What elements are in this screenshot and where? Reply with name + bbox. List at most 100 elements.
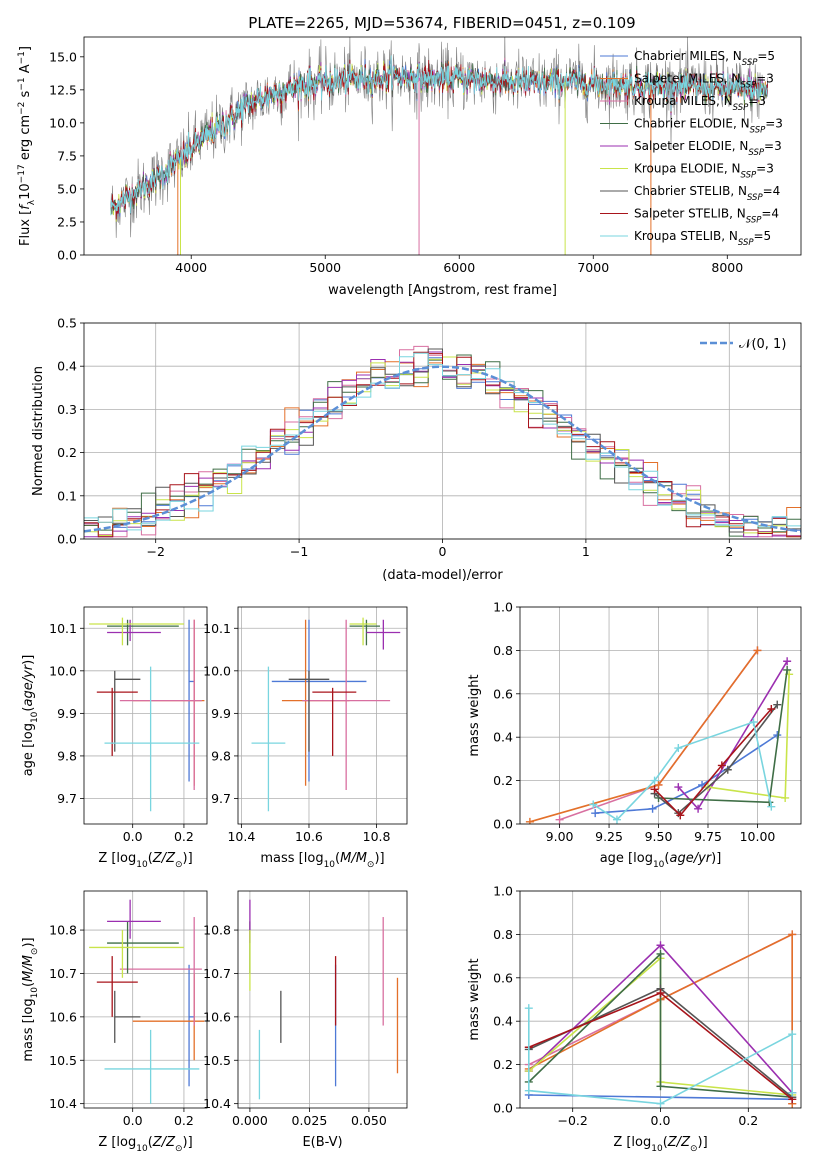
y-tick-label: 2.5 xyxy=(57,214,77,229)
y-tick-label: 9.9 xyxy=(57,706,77,721)
legend-label-normal: 𝒩(0, 1) xyxy=(739,337,786,352)
y-axis-label: Normed distribution xyxy=(31,366,46,496)
y-axis-label-part: A xyxy=(18,64,33,77)
y-tick-label: 10.1 xyxy=(203,621,231,636)
y-tick-label: 10.6 xyxy=(49,1009,77,1024)
x-tick-label: 10.00 xyxy=(740,829,776,844)
y-tick-label: 0.2 xyxy=(57,445,77,460)
y-tick-label: 1.0 xyxy=(493,884,513,899)
weight-marker-salpeter_stelib xyxy=(656,988,665,997)
y-axis-label-part: −1 xyxy=(17,51,27,64)
weight-marker-salpeter_miles xyxy=(654,780,663,789)
x-axis-label-part: ( xyxy=(148,851,153,866)
weight-marker-salpeter_stelib xyxy=(676,811,685,820)
legend-sub: SSP xyxy=(750,126,766,136)
x-tick-label: 6000 xyxy=(443,260,475,275)
y-tick-label: 0.0 xyxy=(57,248,77,263)
y-tick-label: 10.7 xyxy=(203,966,231,981)
x-axis-label: Z [log10(Z/Z⊙)] xyxy=(98,1135,192,1154)
x-axis-label-part: 10 xyxy=(136,1144,148,1154)
x-axis-label: (data-model)/error xyxy=(382,568,503,583)
x-axis-label-part: Z/Z xyxy=(667,1135,691,1150)
x-tick-label: 10.8 xyxy=(363,829,391,844)
weight-marker-kroupa_stelib xyxy=(749,718,758,727)
x-axis-label-part: ( xyxy=(664,851,669,866)
y-tick-label: 7.5 xyxy=(57,148,77,163)
legend-sub: SSP xyxy=(733,103,749,113)
y-axis-label-part: ] xyxy=(18,46,33,51)
mass_vs_ebv-frame: 0.000 0.025 0.050 10.4 10.5 10.6 10.7 10.8 E(B-V… xyxy=(203,890,408,1150)
weight-marker-salpeter_stelib xyxy=(767,704,776,713)
weight-marker-salpeter_stelib xyxy=(717,761,726,770)
x-tick-label: 8000 xyxy=(711,260,743,275)
residuals-frame: −2 −1 0 1 2 0.0 0.1 0.2 0.3 0.4 0.5 (data-model)/er… xyxy=(31,316,802,583)
legend-label-chabrier_elodie: Chabrier ELODIE, NSSP=3 xyxy=(634,117,783,136)
weight-line-salpeter_miles xyxy=(528,933,793,1104)
weight-marker-chabrier_elodie xyxy=(656,949,665,958)
legend-text: Salpeter MILES, N xyxy=(634,72,741,86)
legend-text: Salpeter ELODIE, N xyxy=(634,139,748,153)
weight-marker-kroupa_stelib xyxy=(650,776,659,785)
y-axis-label-part: )] xyxy=(21,937,36,947)
weight_vs_age-axes: 9.00 9.25 9.50 9.75 10.00 0.0 0.2 0.4 0.6 0.8 1.0 a… xyxy=(467,600,802,870)
weight-marker-kroupa_stelib xyxy=(589,800,598,809)
legend-text: Salpeter STELIB, N xyxy=(634,207,746,221)
x-axis-label-part: Z/Z xyxy=(152,851,176,866)
weight-line-salpeter_miles xyxy=(529,649,759,823)
x-tick-label: 0.0 xyxy=(123,829,143,844)
weight-line-chabrier_elodie xyxy=(528,952,793,1098)
weight-marker-salpeter_elodie xyxy=(674,783,683,792)
weight-line-kroupa_stelib xyxy=(592,720,773,821)
x-axis-label-part: mass [log xyxy=(260,851,323,866)
x-axis-label-part: ( xyxy=(148,1135,153,1150)
mass_vs_Z-grid xyxy=(84,891,207,1108)
weight-marker-salpeter_elodie xyxy=(656,941,665,950)
x-tick-label: 0.2 xyxy=(174,829,194,844)
x-tick-label: −0.2 xyxy=(558,1113,588,1128)
x-tick-label: 9.00 xyxy=(546,829,574,844)
weight_vs_age-frame-rect xyxy=(519,606,802,825)
x-axis-label-part: ( xyxy=(335,851,340,866)
age_vs_Z-data xyxy=(89,617,205,812)
age_vs_Z-frame-rect xyxy=(83,606,208,825)
y-axis-label-part: 10 xyxy=(18,183,33,200)
age_vs_Z-grid xyxy=(84,607,207,824)
legend-label-salpeter_stelib: Salpeter STELIB, NSSP=4 xyxy=(634,207,779,226)
legend-suffix: =3 xyxy=(765,117,783,131)
weight-marker-chabrier_miles xyxy=(648,804,657,813)
x-tick-label: 0.025 xyxy=(292,1113,328,1128)
y-tick-label: 10.4 xyxy=(49,1096,77,1111)
y-tick-label: 10.1 xyxy=(49,621,77,636)
y-tick-label: 1.0 xyxy=(493,600,513,615)
x-axis-label-part: )] xyxy=(374,851,384,866)
legend-sub: SSP xyxy=(742,58,758,68)
x-tick-label: 10.6 xyxy=(295,829,323,844)
weight-line-chabrier_stelib xyxy=(654,704,778,815)
y-tick-label: 10.0 xyxy=(49,663,77,678)
y-axis-label: mass [log10(M/M⊙)] xyxy=(21,937,40,1061)
legend-sub: SSP xyxy=(741,81,757,91)
legend-label-chabrier_stelib: Chabrier STELIB, NSSP=4 xyxy=(634,184,780,203)
y-tick-label: 0.0 xyxy=(493,1101,513,1116)
weight-marker-salpeter_stelib xyxy=(650,785,659,794)
normal-curve xyxy=(84,365,801,533)
spectrum-model-kroupa_stelib xyxy=(110,55,768,216)
y-tick-label: 10.8 xyxy=(203,923,231,938)
weight_vs_age-data xyxy=(525,646,794,824)
x-axis-label-part: ⊙ xyxy=(690,1144,698,1154)
x-axis-label-part: ⊙ xyxy=(367,860,375,870)
weight-marker-chabrier_miles xyxy=(591,809,600,818)
x-tick-label: 0.0 xyxy=(123,1113,143,1128)
y-axis-label: mass weight xyxy=(467,674,482,756)
x-tick-label: 4000 xyxy=(175,260,207,275)
legend-sub: SSP xyxy=(748,148,764,158)
weight-marker-salpeter_miles xyxy=(753,646,762,655)
y-tick-label: 15.0 xyxy=(49,49,77,64)
x-tick-label: 0 xyxy=(439,544,447,559)
x-axis-label-part: Z/Z xyxy=(152,1135,176,1150)
legend-text: Kroupa ELODIE, N xyxy=(634,162,741,176)
mass_vs_Z-frame-rect xyxy=(83,890,208,1109)
y-tick-label: 10.7 xyxy=(49,966,77,981)
y-axis-label-part: erg cm xyxy=(18,115,33,164)
